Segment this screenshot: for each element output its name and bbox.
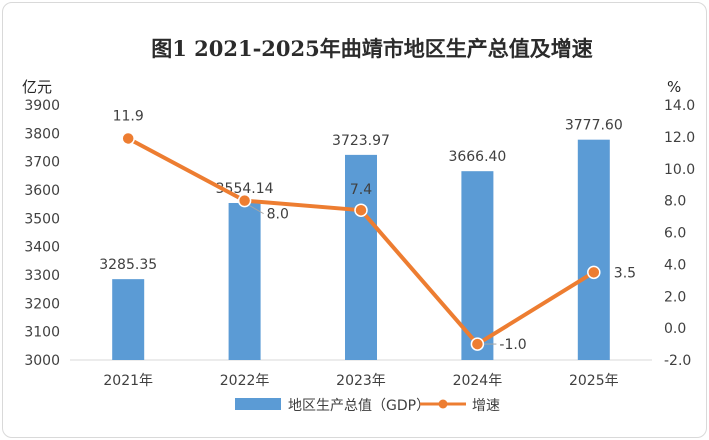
category-labels: 2021年 2022年 2023年 2024年 2025年 bbox=[103, 373, 618, 389]
growth-marker bbox=[470, 337, 485, 351]
right-tick-label: 4.0 bbox=[664, 257, 686, 273]
gdp-data-label: 3723.97 bbox=[332, 133, 390, 149]
right-tick-label: 0.0 bbox=[664, 321, 686, 337]
left-tick-label: 3100 bbox=[24, 325, 60, 341]
growth-data-label: 11.9 bbox=[113, 108, 144, 124]
category-label: 2024年 bbox=[453, 373, 503, 389]
left-axis-unit: 亿元 bbox=[22, 78, 52, 96]
growth-data-label: 8.0 bbox=[267, 207, 289, 223]
legend-growth-label: 增速 bbox=[472, 398, 500, 414]
gdp-bars bbox=[112, 139, 610, 360]
gdp-data-label: 3777.60 bbox=[565, 118, 623, 134]
left-tick-label: 3300 bbox=[24, 268, 60, 284]
left-tick-label: 3800 bbox=[24, 126, 60, 142]
growth-line-layer: 11.9 8.0 7.4 -1.0 3.5 bbox=[113, 108, 636, 353]
right-tick-label: 2.0 bbox=[664, 289, 686, 305]
right-tick-label: 8.0 bbox=[664, 194, 686, 210]
chart-title: 图1 2021-2025年曲靖市地区生产总值及增速 bbox=[151, 36, 593, 61]
left-tick-label: 3000 bbox=[24, 353, 60, 369]
right-axis-ticks: -2.0 0.0 2.0 4.0 6.0 8.0 10.0 12.0 14.0 bbox=[664, 98, 695, 369]
gdp-bar bbox=[228, 202, 261, 360]
growth-marker bbox=[587, 265, 601, 280]
left-tick-label: 3700 bbox=[24, 155, 60, 171]
growth-data-label: 3.5 bbox=[614, 265, 636, 281]
left-tick-label: 3600 bbox=[24, 183, 60, 199]
left-tick-label: 3500 bbox=[24, 211, 60, 227]
category-label: 2025年 bbox=[569, 373, 619, 389]
category-label: 2022年 bbox=[220, 373, 270, 389]
gdp-data-label: 3666.40 bbox=[448, 149, 506, 165]
right-tick-label: 12.0 bbox=[664, 130, 695, 146]
gdp-bar bbox=[112, 279, 145, 360]
right-tick-label: 10.0 bbox=[664, 162, 695, 178]
category-label: 2021年 bbox=[103, 373, 153, 389]
growth-data-label: -1.0 bbox=[499, 337, 526, 353]
left-tick-label: 3400 bbox=[24, 240, 60, 256]
legend-gdp-swatch bbox=[235, 398, 281, 410]
growth-marker bbox=[121, 131, 135, 146]
growth-marker bbox=[354, 203, 368, 217]
left-axis-ticks: 3000 3100 3200 3300 3400 3500 3600 3700 3800 3900 bbox=[24, 98, 60, 369]
left-tick-label: 3900 bbox=[24, 98, 60, 114]
gdp-bar bbox=[345, 154, 377, 360]
legend: 地区生产总值（GDP） 增速 bbox=[235, 398, 500, 414]
right-tick-label: 14.0 bbox=[664, 98, 695, 114]
right-tick-label: 6.0 bbox=[664, 226, 686, 242]
gdp-bar bbox=[577, 139, 610, 360]
legend-gdp-label: 地区生产总值（GDP） bbox=[288, 398, 430, 414]
right-tick-label: -2.0 bbox=[664, 353, 691, 369]
left-tick-label: 3200 bbox=[24, 296, 60, 312]
right-axis-unit: % bbox=[667, 78, 681, 96]
growth-data-label: 7.4 bbox=[350, 182, 372, 198]
growth-marker bbox=[237, 193, 252, 208]
gdp-bar bbox=[461, 171, 494, 360]
legend-growth-marker bbox=[438, 399, 448, 409]
growth-label-leader bbox=[249, 205, 264, 215]
category-label: 2023年 bbox=[336, 373, 386, 389]
gdp-data-label: 3285.35 bbox=[99, 257, 157, 273]
